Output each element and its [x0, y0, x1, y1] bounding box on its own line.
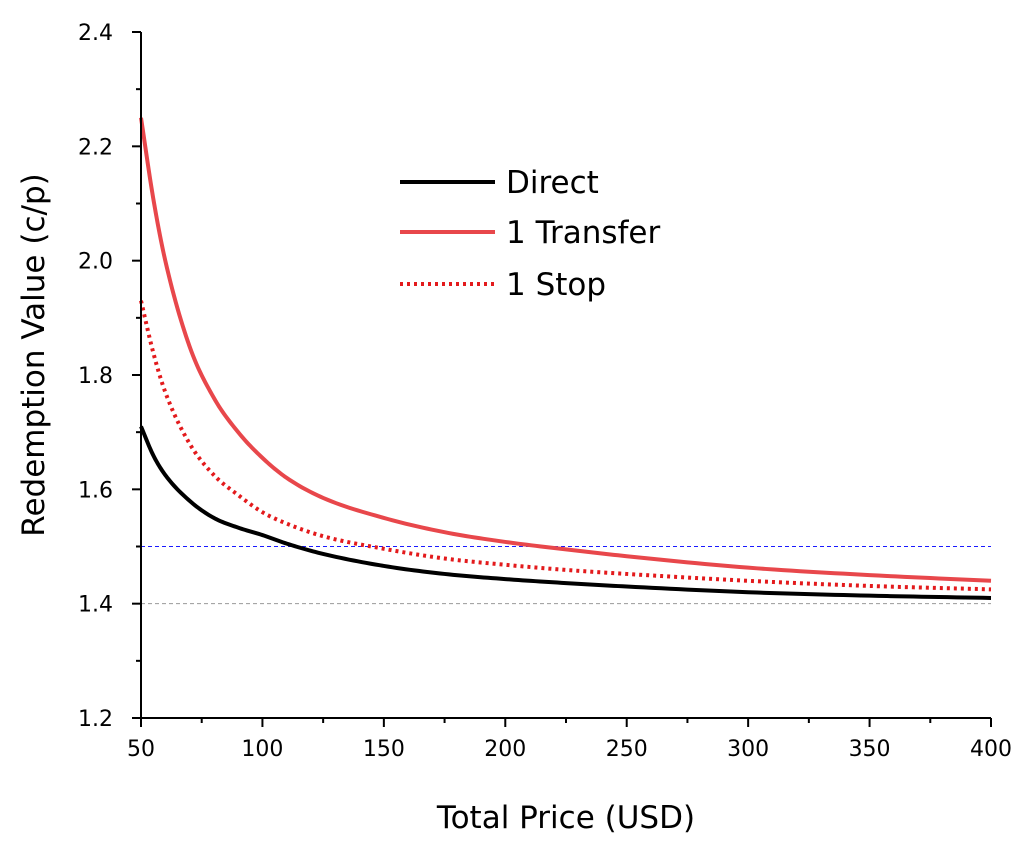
y-tick-label: 1.6: [78, 478, 113, 503]
x-tick-label: 400: [970, 737, 1012, 762]
x-tick-label: 200: [484, 737, 526, 762]
y-axis-title: Redemption Value (c/p): [16, 173, 52, 536]
series-line-1-transfer: [139, 117, 992, 583]
x-axis-title: Total Price (USD): [436, 800, 695, 836]
x-ticks: 50 100 150 200 250 300 350 400: [127, 718, 1012, 762]
x-tick-label: 50: [127, 737, 155, 762]
series-line-direct: [139, 425, 992, 600]
legend-label-direct: Direct: [506, 165, 599, 201]
x-tick-label: 250: [606, 737, 648, 762]
x-tick-label: 350: [849, 737, 891, 762]
legend-label-1-stop: 1 Stop: [506, 267, 606, 303]
x-tick-label: 150: [363, 737, 405, 762]
axes: [140, 32, 991, 719]
y-ticks: 1.2 1.4 1.6 1.8 2.0 2.2 2.4: [78, 21, 141, 732]
y-tick-label: 1.8: [78, 364, 113, 389]
x-tick-label: 100: [241, 737, 283, 762]
legend: Direct 1 Transfer 1 Stop: [400, 165, 660, 303]
y-tick-label: 1.2: [78, 707, 113, 732]
y-tick-label: 2.4: [78, 21, 113, 46]
series-lines: [139, 117, 992, 600]
legend-label-1-transfer: 1 Transfer: [506, 215, 660, 251]
y-tick-label: 1.4: [78, 593, 113, 618]
x-tick-label: 300: [727, 737, 769, 762]
series-line-1-stop: [139, 300, 992, 592]
y-tick-label: 2.2: [78, 135, 113, 160]
y-tick-label: 2.0: [78, 250, 113, 275]
reference-lines: [141, 546, 991, 605]
